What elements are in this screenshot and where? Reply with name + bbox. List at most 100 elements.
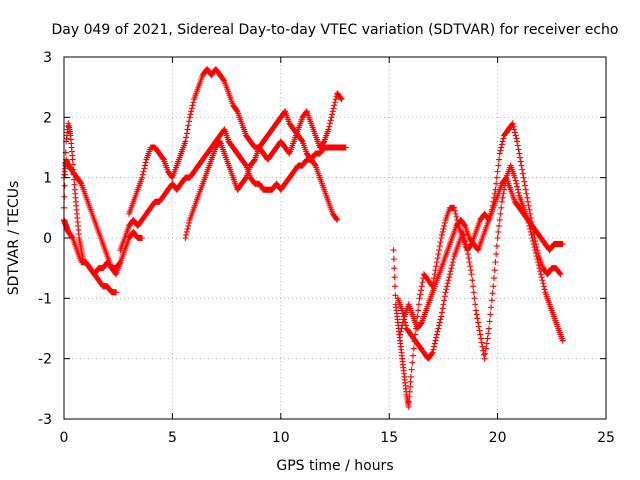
data-point-marker <box>183 231 190 238</box>
data-point-marker <box>540 283 547 290</box>
data-point-marker <box>451 207 458 214</box>
data-point-marker <box>436 319 443 326</box>
data-point-marker <box>535 250 542 257</box>
data-point-marker <box>513 180 520 187</box>
data-point-marker <box>489 290 496 297</box>
data-point-marker <box>525 202 532 209</box>
data-point-marker <box>418 283 425 290</box>
data-point-marker <box>417 320 424 327</box>
data-point-marker <box>331 102 338 109</box>
data-point-marker <box>399 322 406 329</box>
data-point-marker <box>461 235 468 241</box>
y-tick-label: 1 <box>43 171 52 187</box>
data-point-marker <box>489 202 496 209</box>
data-point-marker <box>468 271 475 278</box>
data-point-marker <box>431 343 438 350</box>
data-point-marker <box>533 244 540 251</box>
data-point-marker <box>113 289 120 296</box>
data-point-marker <box>440 301 447 308</box>
data-point-marker <box>462 241 469 248</box>
data-point-marker <box>441 222 448 229</box>
data-point-marker <box>185 222 192 229</box>
data-point-marker <box>429 349 436 356</box>
data-point-marker <box>334 216 341 223</box>
series-track-f <box>182 108 341 241</box>
data-point-marker <box>406 393 413 400</box>
data-point-marker <box>233 107 240 114</box>
data-point-marker <box>441 219 448 226</box>
data-point-marker <box>516 150 523 157</box>
data-point-marker <box>184 225 191 232</box>
data-point-marker <box>512 132 519 139</box>
data-point-marker <box>438 235 445 241</box>
data-point-marker <box>530 230 537 237</box>
data-point-marker <box>524 198 531 205</box>
data-point-marker <box>477 331 484 338</box>
data-point-marker <box>514 138 521 145</box>
data-point-marker <box>463 244 470 251</box>
data-point-marker <box>326 123 333 130</box>
data-point-marker <box>184 126 191 133</box>
data-point-marker <box>509 120 516 127</box>
data-point-marker <box>511 129 518 136</box>
data-point-marker <box>494 235 501 241</box>
data-point-marker <box>242 175 249 182</box>
data-point-marker <box>320 139 327 146</box>
data-point-marker <box>435 325 442 332</box>
data-point-marker <box>183 228 190 235</box>
chart-title: Day 049 of 2021, Sidereal Day-to-day VTE… <box>52 22 619 38</box>
y-tick-label: -3 <box>38 412 52 428</box>
data-point-marker <box>510 123 517 130</box>
data-point-marker <box>498 144 505 151</box>
y-tick-label: 0 <box>43 231 52 247</box>
data-point-marker <box>460 231 467 238</box>
data-point-marker <box>417 287 424 294</box>
data-point-marker <box>281 109 288 116</box>
data-point-marker <box>342 144 349 151</box>
data-point-marker <box>436 322 443 329</box>
data-point-marker <box>391 265 398 272</box>
data-point-marker <box>490 194 497 201</box>
data-point-marker <box>417 291 424 298</box>
data-point-marker <box>430 346 437 353</box>
data-point-marker <box>484 335 491 342</box>
data-point-marker <box>70 171 77 178</box>
data-point-marker <box>333 215 340 222</box>
data-point-marker <box>70 161 77 168</box>
data-point-marker <box>428 350 435 357</box>
data-point-marker <box>473 311 480 318</box>
data-point-marker <box>493 251 500 258</box>
data-point-marker <box>436 247 443 254</box>
data-point-marker <box>483 345 490 352</box>
data-point-marker <box>497 210 504 217</box>
data-point-marker <box>325 126 332 133</box>
data-point-marker <box>438 309 445 316</box>
data-point-marker <box>475 319 482 326</box>
data-point-marker <box>391 274 398 281</box>
data-point-marker <box>522 182 529 189</box>
data-point-marker <box>529 222 536 229</box>
data-point-marker <box>183 134 190 141</box>
data-point-marker <box>527 214 534 221</box>
data-point-marker <box>515 189 522 196</box>
data-point-marker <box>531 235 538 241</box>
data-point-marker <box>140 168 147 175</box>
data-point-marker <box>493 243 500 250</box>
data-point-marker <box>478 339 485 346</box>
data-point-marker <box>188 108 195 115</box>
data-point-marker <box>500 190 507 197</box>
data-point-marker <box>514 142 521 149</box>
data-point-marker <box>472 301 479 308</box>
data-point-marker <box>433 263 440 270</box>
data-point-marker <box>408 366 415 373</box>
x-axis-label: GPS time / hours <box>276 458 393 474</box>
data-point-marker <box>475 323 482 330</box>
data-point-marker <box>498 198 505 205</box>
data-point-marker <box>491 190 498 197</box>
data-point-marker <box>479 343 486 350</box>
data-point-marker <box>486 318 493 325</box>
data-point-marker <box>419 279 426 286</box>
data-point-marker <box>77 179 84 186</box>
data-point-marker <box>490 198 497 205</box>
